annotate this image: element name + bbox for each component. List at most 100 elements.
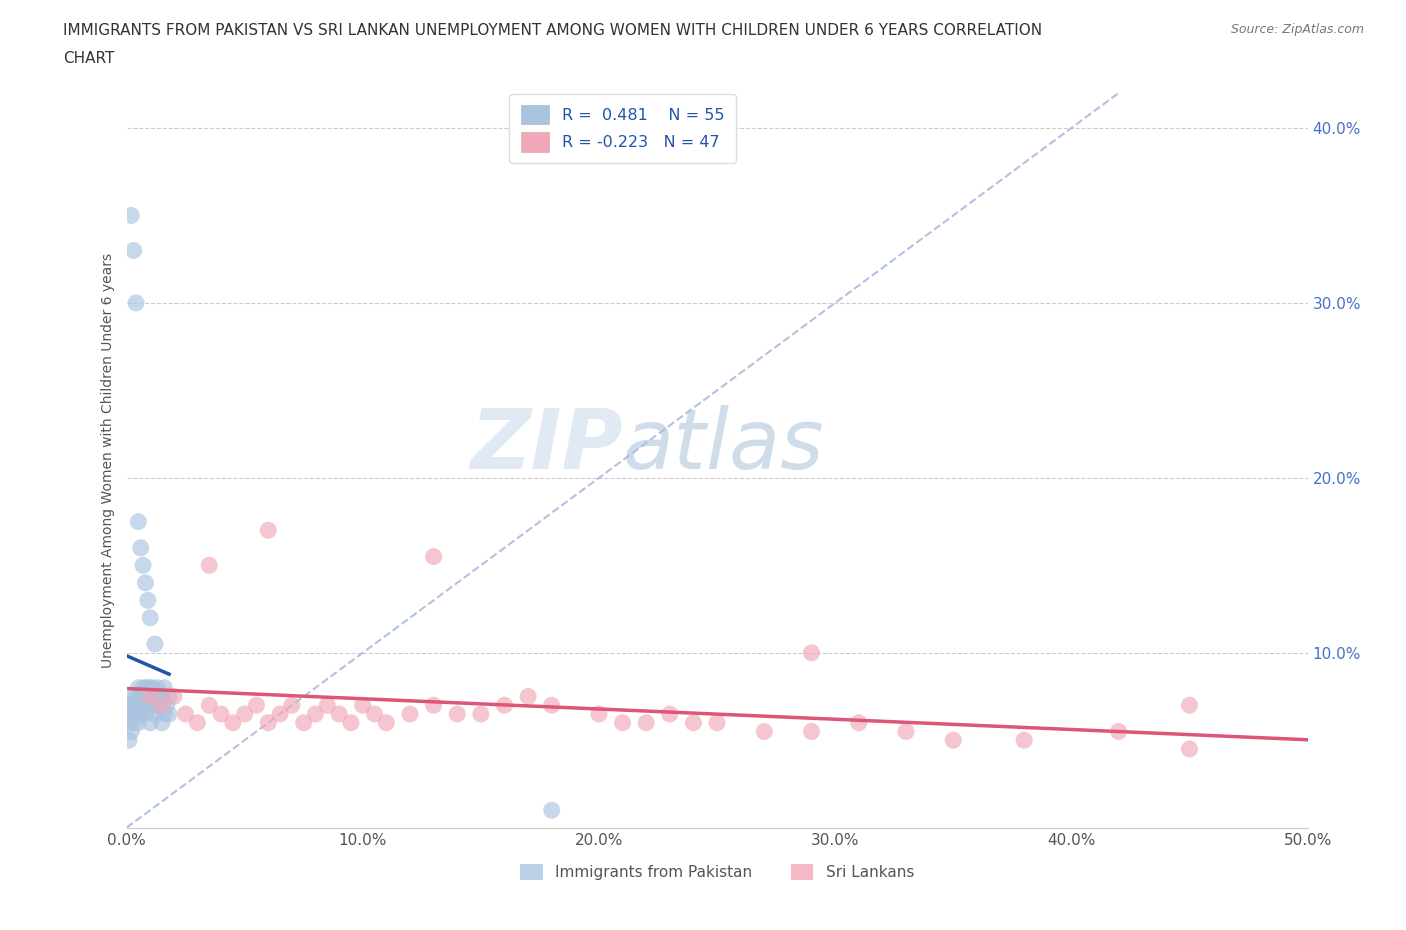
Point bbox=[132, 698, 155, 712]
Point bbox=[153, 681, 176, 696]
Point bbox=[150, 698, 173, 712]
Text: IMMIGRANTS FROM PAKISTAN VS SRI LANKAN UNEMPLOYMENT AMONG WOMEN WITH CHILDREN UN: IMMIGRANTS FROM PAKISTAN VS SRI LANKAN U… bbox=[63, 23, 1042, 38]
Point bbox=[122, 689, 145, 704]
Point bbox=[848, 715, 870, 730]
Text: ZIP: ZIP bbox=[470, 405, 623, 486]
Point bbox=[706, 715, 728, 730]
Point bbox=[150, 689, 173, 704]
Point bbox=[127, 707, 149, 722]
Legend: Immigrants from Pakistan, Sri Lankans: Immigrants from Pakistan, Sri Lankans bbox=[515, 858, 920, 886]
Point bbox=[942, 733, 965, 748]
Point bbox=[174, 707, 197, 722]
Point bbox=[800, 724, 823, 739]
Point bbox=[120, 707, 142, 722]
Point bbox=[186, 715, 208, 730]
Point bbox=[136, 592, 159, 607]
Point bbox=[125, 689, 148, 704]
Point bbox=[612, 715, 634, 730]
Point bbox=[1178, 741, 1201, 756]
Point bbox=[149, 689, 172, 704]
Point bbox=[375, 715, 398, 730]
Point bbox=[588, 707, 610, 722]
Point bbox=[125, 698, 148, 712]
Point bbox=[1108, 724, 1130, 739]
Point bbox=[143, 637, 166, 652]
Point bbox=[120, 698, 142, 712]
Point bbox=[129, 698, 152, 712]
Point bbox=[139, 610, 162, 625]
Point bbox=[894, 724, 917, 739]
Point bbox=[139, 681, 162, 696]
Point bbox=[682, 715, 704, 730]
Point bbox=[122, 715, 145, 730]
Point bbox=[363, 707, 385, 722]
Point bbox=[139, 689, 162, 704]
Point bbox=[125, 296, 148, 311]
Point bbox=[139, 689, 162, 704]
Point bbox=[340, 715, 363, 730]
Point bbox=[198, 558, 221, 573]
Point bbox=[636, 715, 658, 730]
Point bbox=[129, 689, 152, 704]
Point bbox=[304, 707, 326, 722]
Point bbox=[209, 707, 232, 722]
Point bbox=[1178, 698, 1201, 712]
Point bbox=[146, 698, 169, 712]
Point bbox=[422, 698, 444, 712]
Point bbox=[122, 698, 145, 712]
Point bbox=[139, 715, 162, 730]
Point bbox=[122, 243, 145, 258]
Point bbox=[127, 698, 149, 712]
Point bbox=[134, 576, 156, 591]
Point bbox=[118, 715, 141, 730]
Point bbox=[658, 707, 681, 722]
Point bbox=[134, 681, 156, 696]
Point bbox=[143, 707, 166, 722]
Point bbox=[316, 698, 339, 712]
Point bbox=[157, 707, 180, 722]
Point bbox=[153, 707, 176, 722]
Point bbox=[141, 698, 163, 712]
Point bbox=[292, 715, 315, 730]
Point bbox=[540, 698, 562, 712]
Point bbox=[800, 645, 823, 660]
Point bbox=[257, 523, 280, 538]
Point bbox=[122, 707, 145, 722]
Point bbox=[399, 707, 422, 722]
Point bbox=[146, 681, 169, 696]
Point bbox=[257, 715, 280, 730]
Point bbox=[136, 698, 159, 712]
Point bbox=[1012, 733, 1035, 748]
Point bbox=[198, 698, 221, 712]
Point bbox=[281, 698, 304, 712]
Point bbox=[494, 698, 516, 712]
Point bbox=[120, 724, 142, 739]
Point bbox=[127, 514, 149, 529]
Point bbox=[129, 707, 152, 722]
Point bbox=[754, 724, 776, 739]
Point bbox=[352, 698, 374, 712]
Point bbox=[328, 707, 350, 722]
Text: atlas: atlas bbox=[623, 405, 824, 486]
Point bbox=[127, 681, 149, 696]
Point bbox=[125, 707, 148, 722]
Point bbox=[517, 689, 540, 704]
Point bbox=[245, 698, 267, 712]
Point bbox=[132, 681, 155, 696]
Point bbox=[134, 689, 156, 704]
Point bbox=[141, 681, 163, 696]
Point bbox=[150, 715, 173, 730]
Point bbox=[134, 707, 156, 722]
Point bbox=[129, 540, 152, 555]
Point bbox=[157, 689, 180, 704]
Point bbox=[540, 803, 562, 817]
Point bbox=[136, 681, 159, 696]
Point bbox=[143, 689, 166, 704]
Point bbox=[156, 698, 179, 712]
Point bbox=[269, 707, 291, 722]
Point bbox=[470, 707, 492, 722]
Y-axis label: Unemployment Among Women with Children Under 6 years: Unemployment Among Women with Children U… bbox=[101, 253, 115, 668]
Point bbox=[132, 689, 155, 704]
Text: CHART: CHART bbox=[63, 51, 115, 66]
Point bbox=[163, 689, 186, 704]
